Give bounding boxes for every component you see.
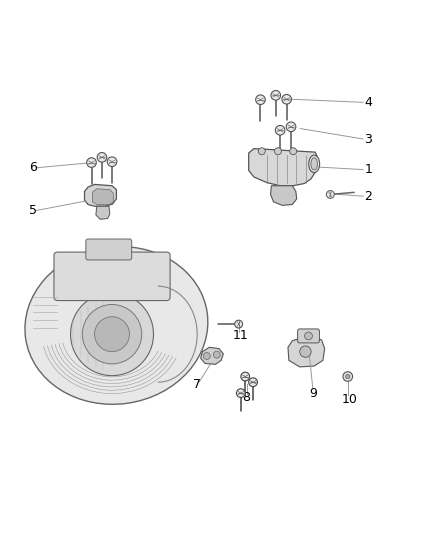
Circle shape (300, 346, 311, 357)
Ellipse shape (311, 158, 318, 170)
Text: 10: 10 (342, 393, 358, 406)
Circle shape (290, 148, 297, 155)
Circle shape (326, 190, 334, 198)
Circle shape (71, 293, 153, 376)
Text: 7: 7 (193, 378, 201, 391)
Circle shape (286, 122, 296, 132)
Circle shape (258, 148, 265, 155)
Circle shape (82, 304, 142, 364)
Circle shape (249, 378, 258, 386)
Polygon shape (271, 185, 297, 205)
Polygon shape (288, 336, 325, 367)
Circle shape (241, 372, 250, 381)
Circle shape (271, 91, 281, 100)
Circle shape (237, 389, 245, 398)
FancyBboxPatch shape (297, 329, 319, 343)
Circle shape (256, 95, 265, 104)
Circle shape (343, 372, 353, 381)
FancyBboxPatch shape (54, 252, 170, 301)
Circle shape (97, 152, 107, 162)
Polygon shape (201, 348, 223, 364)
Text: 2: 2 (364, 190, 372, 203)
Circle shape (235, 320, 243, 328)
Polygon shape (96, 206, 110, 220)
Text: 8: 8 (242, 391, 250, 404)
Circle shape (87, 158, 96, 167)
Text: 11: 11 (233, 328, 249, 342)
Text: 5: 5 (29, 204, 37, 217)
Circle shape (276, 125, 285, 135)
Text: 9: 9 (309, 386, 317, 400)
Circle shape (203, 352, 210, 359)
Text: 4: 4 (364, 96, 372, 109)
Circle shape (213, 351, 220, 358)
Circle shape (107, 157, 117, 166)
Text: 6: 6 (29, 161, 37, 174)
FancyBboxPatch shape (86, 239, 132, 260)
Circle shape (95, 317, 130, 352)
Circle shape (304, 332, 312, 340)
Ellipse shape (25, 247, 208, 405)
Circle shape (282, 94, 291, 104)
Polygon shape (249, 149, 317, 185)
Circle shape (275, 148, 282, 155)
Circle shape (346, 374, 350, 379)
Ellipse shape (309, 155, 320, 173)
Text: 3: 3 (364, 133, 372, 146)
Polygon shape (92, 189, 113, 205)
Text: 1: 1 (364, 163, 372, 176)
Polygon shape (85, 184, 117, 206)
